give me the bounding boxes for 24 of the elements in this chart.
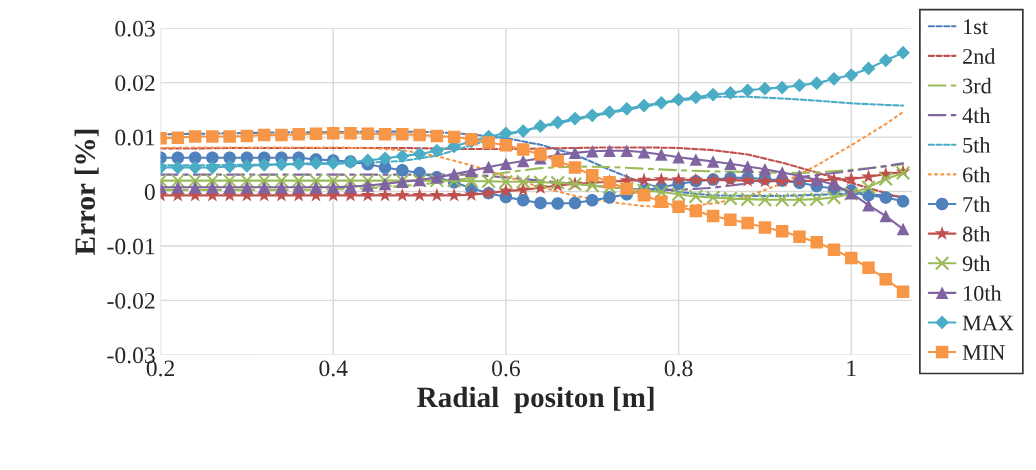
legend-label: MAX (962, 315, 1014, 331)
x-tick-label: 0.4 (319, 360, 348, 377)
y-axis-title: Error [%] (74, 129, 99, 255)
y-tick-label: -0.01 (107, 238, 155, 255)
legend-label: 10th (964, 285, 1002, 301)
x-axis-title: Radial positon [m] (417, 386, 654, 414)
legend-label: 8th (962, 225, 991, 242)
y-tick-label: 0.02 (115, 75, 155, 92)
x-tick-label: 0.6 (492, 360, 520, 377)
legend-label: MIN (962, 345, 1005, 360)
legend-label: 5th (963, 137, 991, 153)
legend-label: 3rd (963, 77, 992, 94)
legend-label: 7th (963, 196, 991, 212)
y-tick-label: 0 (144, 184, 155, 200)
x-tick-label: 0.8 (664, 360, 693, 377)
x-tick-label: 1 (847, 360, 856, 377)
legend-label: 2nd (963, 48, 996, 64)
y-tick-label: -0.02 (107, 292, 155, 309)
legend-label: 6th (963, 166, 991, 183)
legend-label: 9th (962, 255, 991, 272)
y-tick-label: 0.03 (115, 20, 155, 37)
y-tick-label: 0.01 (115, 129, 155, 146)
legend-label: 4th (962, 107, 991, 124)
legend-label: 1st (964, 19, 988, 35)
